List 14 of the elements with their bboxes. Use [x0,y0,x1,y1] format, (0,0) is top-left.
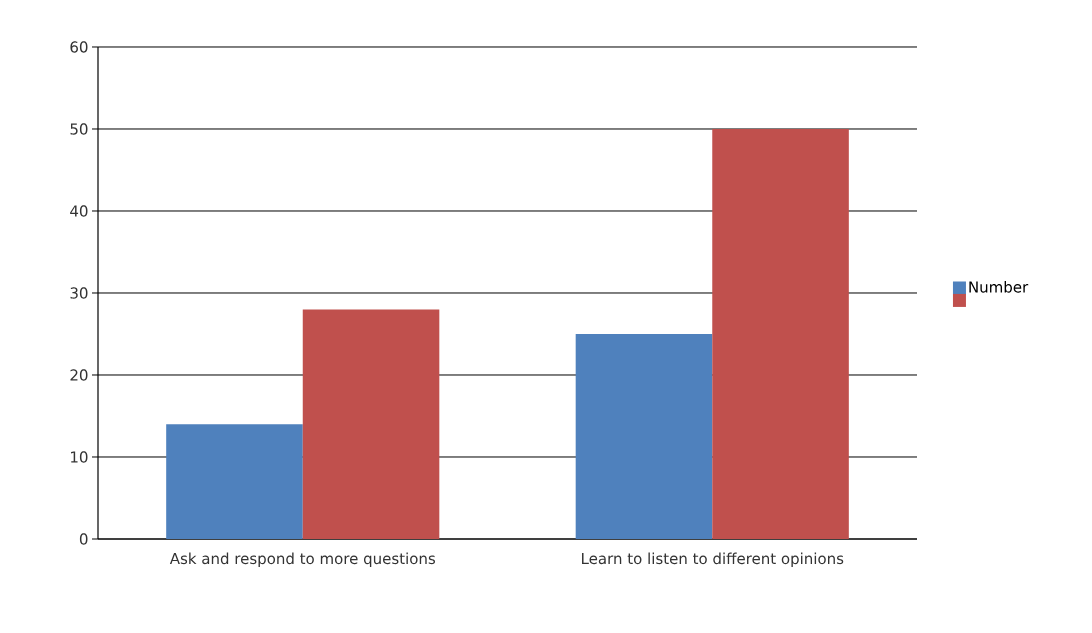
bar [575,334,713,539]
y-tick-label: 40 [70,205,88,217]
x-tick-label: Learn to listen to different opinions [582,552,844,568]
y-tick-label: 10 [71,451,88,463]
y-tick-label: 0 [79,533,88,545]
y-tick-label: 60 [70,41,88,53]
bar [166,424,303,539]
bar [302,309,440,539]
legend-label: Number [969,281,1029,293]
y-tick-label: 50 [70,123,88,135]
bar [712,128,849,539]
y-tick-label: 20 [70,369,88,381]
y-tick-label: 30 [70,287,88,299]
x-tick-label: Ask and respond to more questions [169,552,436,568]
